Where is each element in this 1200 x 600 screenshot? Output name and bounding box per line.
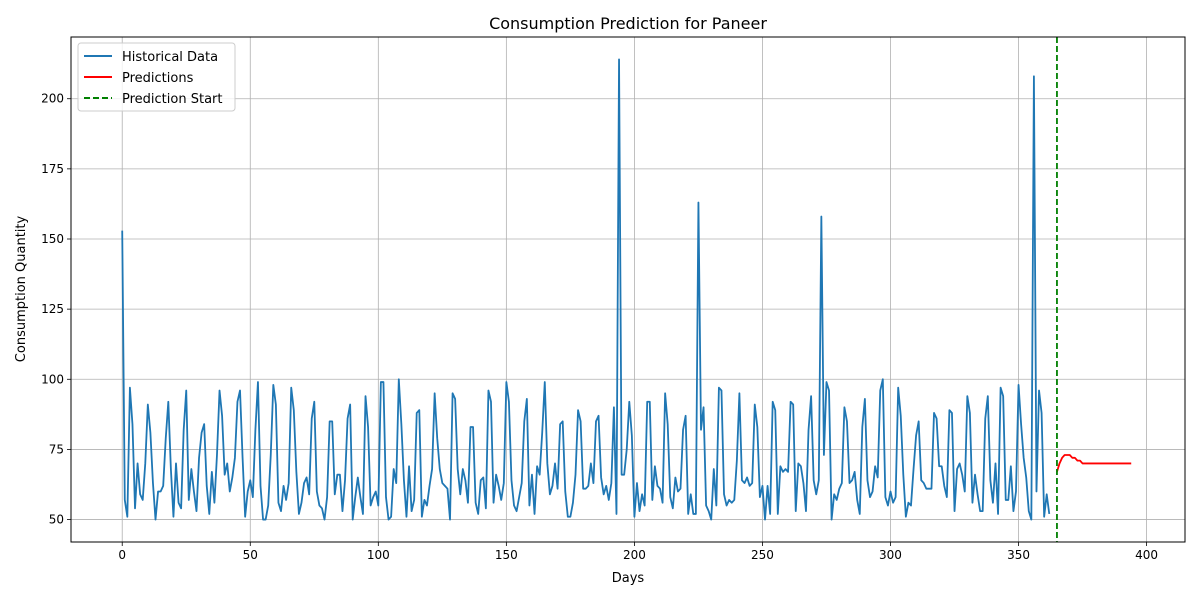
legend: Historical Data Predictions Prediction S… xyxy=(77,42,236,112)
y-tick-label: 200 xyxy=(41,92,64,106)
y-axis-title: Consumption Quantity xyxy=(14,215,29,362)
chart-title: Consumption Prediction for Paneer xyxy=(489,14,767,33)
x-tick-label: 200 xyxy=(623,548,646,562)
y-tick-label: 75 xyxy=(49,442,64,456)
x-tick-label: 350 xyxy=(1007,548,1030,562)
x-tick-label: 150 xyxy=(495,548,518,562)
legend-label-predictions: Predictions xyxy=(122,71,194,86)
legend-box xyxy=(77,42,236,112)
y-tick-label: 50 xyxy=(49,513,64,527)
x-axis-title: Days xyxy=(612,571,645,586)
y-tick-label: 175 xyxy=(41,162,64,176)
legend-label-prediction-start: Prediction Start xyxy=(122,92,222,107)
y-axis: 50 75 100 125 150 175 200 xyxy=(41,92,71,527)
y-tick-label: 150 xyxy=(41,232,64,246)
y-tick-label: 125 xyxy=(41,302,64,316)
x-axis: 0 50 100 150 200 250 300 350 400 xyxy=(118,542,1158,562)
x-tick-label: 50 xyxy=(243,548,258,562)
x-tick-label: 300 xyxy=(879,548,902,562)
x-tick-label: 100 xyxy=(367,548,390,562)
plot-lines xyxy=(121,37,1132,542)
series-historical-line xyxy=(121,58,1051,521)
x-tick-label: 0 xyxy=(118,548,126,562)
y-tick-label: 100 xyxy=(41,372,64,386)
x-tick-label: 250 xyxy=(751,548,774,562)
x-tick-label: 400 xyxy=(1135,548,1158,562)
legend-label-historical: Historical Data xyxy=(122,50,218,65)
series-predictions-line xyxy=(1056,454,1132,473)
plot-frame xyxy=(70,36,1186,543)
